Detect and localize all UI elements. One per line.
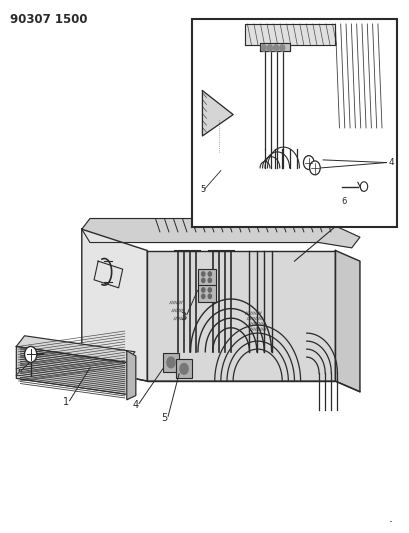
Circle shape <box>208 288 211 292</box>
Circle shape <box>360 182 368 191</box>
Polygon shape <box>82 229 147 381</box>
Bar <box>192 19 397 227</box>
Polygon shape <box>147 251 335 381</box>
Text: .: . <box>389 512 393 526</box>
Circle shape <box>180 364 188 374</box>
Circle shape <box>267 45 272 51</box>
Text: 1: 1 <box>63 397 70 407</box>
Text: 4: 4 <box>132 400 138 410</box>
Polygon shape <box>202 91 233 136</box>
Text: 5: 5 <box>200 185 206 194</box>
Polygon shape <box>245 24 335 45</box>
Circle shape <box>303 156 314 169</box>
Text: 90307 1500: 90307 1500 <box>10 13 88 26</box>
Circle shape <box>202 288 205 292</box>
Polygon shape <box>335 251 360 392</box>
Text: 2: 2 <box>14 368 20 378</box>
Polygon shape <box>260 43 290 51</box>
Circle shape <box>208 294 211 298</box>
Text: 3: 3 <box>180 312 186 322</box>
Text: 5: 5 <box>162 413 168 423</box>
Circle shape <box>167 357 175 368</box>
Polygon shape <box>16 346 127 394</box>
Polygon shape <box>16 336 135 362</box>
Bar <box>176 359 192 378</box>
Circle shape <box>208 278 211 282</box>
Circle shape <box>310 161 320 175</box>
Circle shape <box>202 272 205 276</box>
Circle shape <box>261 45 266 51</box>
Circle shape <box>280 45 285 51</box>
Circle shape <box>202 294 205 298</box>
Text: 4: 4 <box>389 158 394 167</box>
Bar <box>198 269 216 286</box>
Bar <box>198 285 216 302</box>
Text: 6: 6 <box>342 197 347 206</box>
Bar <box>163 353 179 372</box>
Circle shape <box>274 45 279 51</box>
Circle shape <box>208 272 211 276</box>
Polygon shape <box>127 351 136 400</box>
Circle shape <box>202 278 205 282</box>
Circle shape <box>25 346 37 362</box>
Polygon shape <box>82 219 360 248</box>
